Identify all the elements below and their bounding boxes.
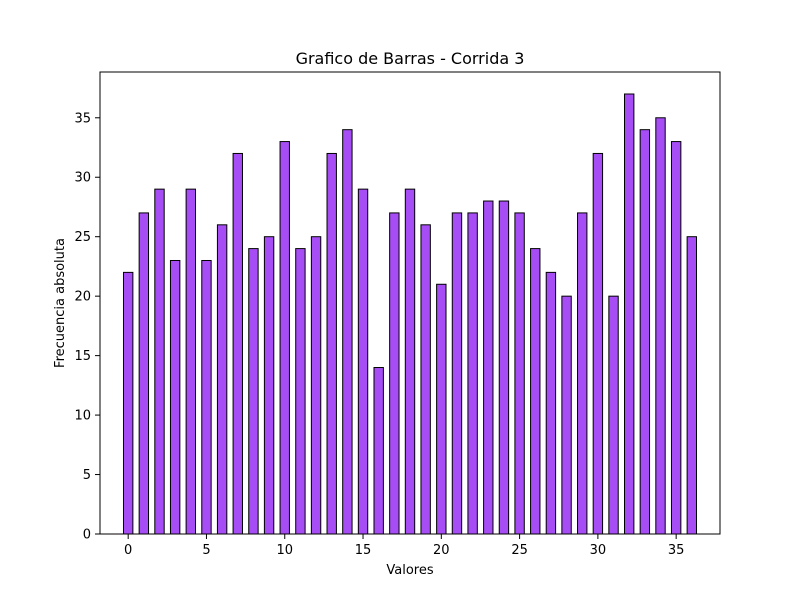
y-tick-label: 10 <box>74 409 91 424</box>
bar-31 <box>608 295 619 535</box>
bar-10 <box>279 141 290 535</box>
bar-17 <box>389 212 400 535</box>
bar-15 <box>357 188 369 535</box>
y-tick-label: 5 <box>83 468 91 483</box>
x-axis-ticks: 0 5 10 15 20 25 30 35 <box>124 534 684 558</box>
bar-26 <box>530 248 541 535</box>
bar-33 <box>639 129 651 535</box>
x-tick-label: 35 <box>668 543 685 558</box>
bar-28 <box>561 295 572 535</box>
bar-34 <box>655 117 666 535</box>
y-tick-label: 35 <box>74 111 91 126</box>
x-tick-label: 30 <box>590 543 607 558</box>
bar-32 <box>623 93 635 535</box>
plot-frame <box>99 71 721 535</box>
bar-4 <box>185 188 197 535</box>
bar-2 <box>154 188 165 535</box>
bar-35 <box>670 141 682 535</box>
y-axis-ticks: 0 5 10 15 20 25 30 35 <box>74 111 100 543</box>
x-tick-label: 0 <box>124 543 132 558</box>
y-tick-label: 30 <box>74 171 91 186</box>
bar-27 <box>545 271 557 535</box>
x-tick-label: 5 <box>202 543 210 558</box>
x-tick-label: 15 <box>355 543 372 558</box>
bar-7 <box>232 152 243 535</box>
bar-13 <box>326 152 337 535</box>
y-tick-label: 20 <box>74 290 91 305</box>
bar-16 <box>373 367 384 535</box>
bar-36 <box>686 236 698 535</box>
bar-12 <box>310 236 322 535</box>
x-tick-label: 20 <box>433 543 450 558</box>
bar-21 <box>451 212 463 535</box>
y-tick-label: 0 <box>83 528 91 543</box>
chart-title: Grafico de Barras - Corrida 3 <box>296 49 525 68</box>
x-tick-label: 10 <box>276 543 293 558</box>
bar-24 <box>498 200 510 535</box>
bar-6 <box>216 224 228 535</box>
bar-3 <box>169 259 181 535</box>
bars-group <box>122 93 698 535</box>
bar-23 <box>483 200 494 535</box>
y-axis-label: Frecuencia absoluta <box>53 238 68 368</box>
bar-11 <box>295 248 306 535</box>
bar-14 <box>342 129 353 535</box>
bar-18 <box>404 188 416 535</box>
bar-20 <box>436 283 447 535</box>
bar-29 <box>577 212 588 535</box>
y-tick-label: 25 <box>74 230 91 245</box>
bar-22 <box>467 212 478 535</box>
bar-5 <box>201 259 212 535</box>
bar-30 <box>592 152 604 535</box>
x-axis-label: Valores <box>386 563 433 578</box>
bar-1 <box>138 212 150 535</box>
bar-8 <box>248 248 259 535</box>
bar-0 <box>122 271 134 535</box>
y-tick-label: 15 <box>74 349 91 364</box>
bar-25 <box>514 212 525 535</box>
bar-9 <box>263 236 275 535</box>
bar-19 <box>420 224 431 535</box>
x-tick-label: 25 <box>511 543 528 558</box>
